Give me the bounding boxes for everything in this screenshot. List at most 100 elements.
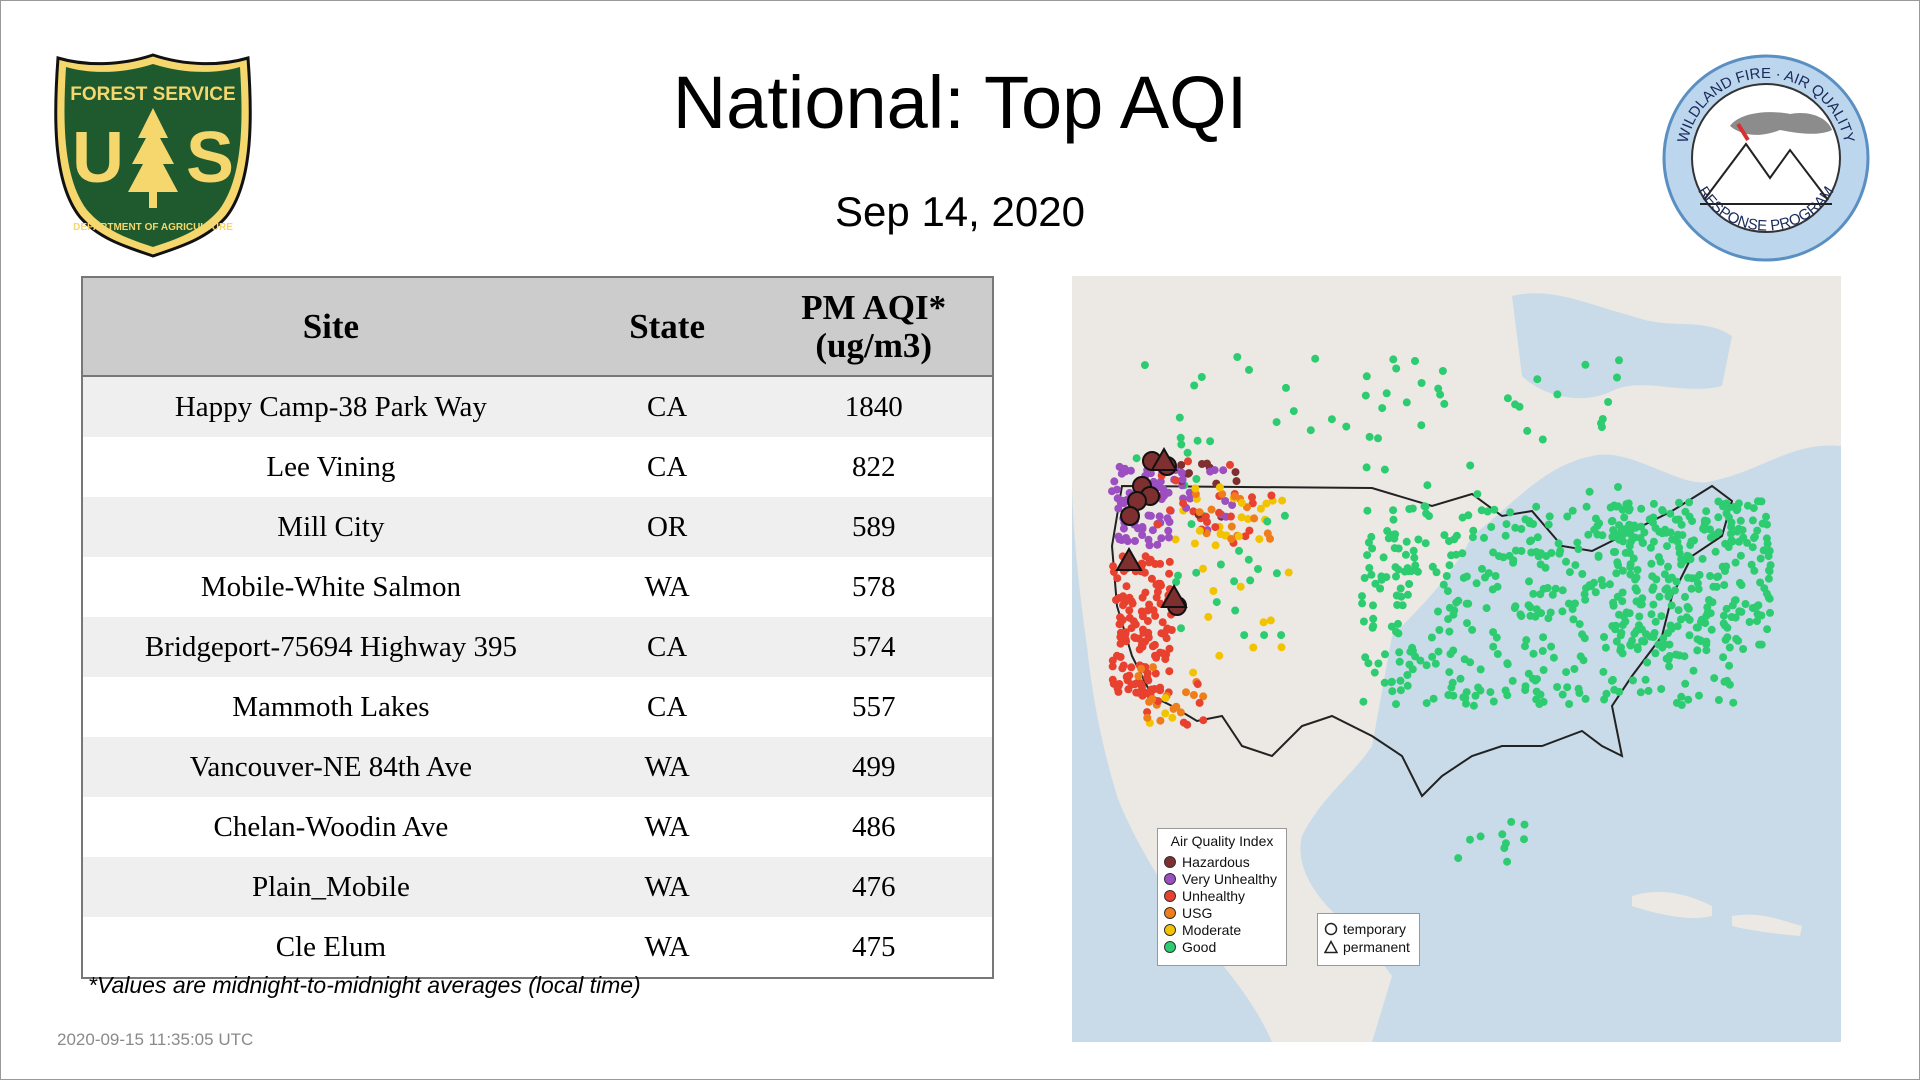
site-marker [1449, 646, 1458, 655]
site-marker [1161, 709, 1170, 718]
site-marker [1462, 699, 1470, 708]
site-marker [1708, 598, 1717, 607]
site-marker [1526, 537, 1534, 546]
site-marker [1211, 523, 1220, 532]
site-marker [1121, 630, 1130, 639]
site-marker [1141, 552, 1150, 561]
site-marker [1119, 601, 1127, 610]
site-marker [1724, 543, 1733, 551]
site-marker [1476, 832, 1485, 841]
site-marker [1649, 600, 1658, 609]
site-marker [1600, 633, 1608, 641]
site-marker [1515, 402, 1524, 411]
site-marker [1533, 675, 1541, 684]
site-marker [1750, 566, 1759, 575]
site-marker [1262, 499, 1271, 508]
usg-swatch-icon [1164, 906, 1176, 919]
site-marker [1578, 570, 1587, 578]
site-marker [1576, 652, 1585, 661]
site-marker [1554, 539, 1563, 548]
cell-state: CA [578, 677, 756, 737]
site-marker [1263, 529, 1272, 538]
site-marker [1753, 526, 1762, 535]
site-marker [1454, 854, 1463, 863]
site-marker [1735, 607, 1744, 616]
site-marker [1226, 460, 1234, 469]
site-marker [1153, 540, 1162, 549]
site-marker [1624, 506, 1633, 515]
cell-state: WA [578, 557, 756, 617]
site-marker [1364, 659, 1373, 668]
site-marker [1405, 580, 1414, 588]
site-marker [1731, 613, 1740, 622]
site-marker [1361, 653, 1370, 662]
site-marker [1244, 555, 1253, 564]
site-marker [1729, 698, 1738, 707]
site-marker [1480, 533, 1488, 542]
site-marker [1685, 498, 1694, 507]
site-marker [1363, 551, 1372, 560]
site-marker [1138, 531, 1147, 539]
site-marker [1719, 611, 1728, 620]
site-marker [1168, 713, 1177, 722]
site-marker [1138, 523, 1147, 531]
site-marker [1763, 520, 1771, 529]
site-marker [1197, 373, 1206, 381]
site-marker [1421, 539, 1430, 548]
site-marker [1703, 603, 1712, 612]
site-marker [1201, 512, 1210, 521]
site-marker [1538, 647, 1547, 655]
smoke-icon [1730, 112, 1832, 135]
site-marker [1272, 418, 1281, 427]
site-marker [1401, 550, 1410, 559]
site-marker [1569, 615, 1578, 624]
site-marker [1230, 577, 1239, 586]
site-marker [1120, 464, 1129, 473]
site-marker [1192, 475, 1201, 483]
site-marker [1132, 688, 1141, 697]
site-marker [1402, 398, 1411, 407]
table-row: Happy Camp-38 Park Way CA 1840 [83, 376, 992, 437]
site-marker [1189, 668, 1198, 677]
site-marker [1445, 603, 1454, 612]
site-marker [1360, 574, 1369, 582]
site-marker [1672, 698, 1681, 707]
forest-service-logo: FOREST SERVICE U S DEPARTMENT OF AGRICUL… [54, 53, 252, 258]
site-marker [1162, 634, 1171, 643]
site-marker [1706, 533, 1715, 542]
site-marker [1702, 507, 1711, 516]
table-row: Bridgeport-75694 Highway 395 CA 574 [83, 617, 992, 677]
site-marker [1394, 544, 1403, 553]
site-marker [1215, 651, 1224, 660]
site-marker [1698, 554, 1707, 563]
site-marker [1735, 578, 1744, 587]
site-marker [1683, 551, 1692, 560]
site-marker [1521, 642, 1529, 651]
permanent-site-marker [1160, 583, 1188, 608]
site-marker [1157, 534, 1166, 543]
site-marker [1421, 502, 1430, 511]
site-marker [1562, 557, 1570, 566]
site-marker [1507, 817, 1516, 826]
site-marker [1478, 564, 1486, 573]
site-marker [1681, 679, 1690, 688]
site-marker [1597, 423, 1606, 432]
site-marker [1380, 465, 1389, 474]
site-marker [1370, 668, 1379, 677]
cell-aqi: 557 [755, 677, 992, 737]
site-marker [1625, 542, 1634, 550]
page-date: Sep 14, 2020 [835, 188, 1085, 235]
site-marker [1394, 619, 1402, 628]
site-marker [1156, 477, 1165, 486]
site-marker [1697, 618, 1705, 626]
site-marker [1736, 551, 1745, 560]
site-marker [1462, 572, 1471, 581]
site-marker [1677, 692, 1686, 701]
site-marker [1609, 598, 1618, 607]
site-marker [1342, 422, 1351, 431]
site-marker [1610, 501, 1619, 510]
site-marker [1164, 488, 1173, 497]
site-marker [1396, 686, 1405, 695]
site-marker [1622, 500, 1631, 509]
page-title: National: Top AQI [672, 61, 1248, 144]
